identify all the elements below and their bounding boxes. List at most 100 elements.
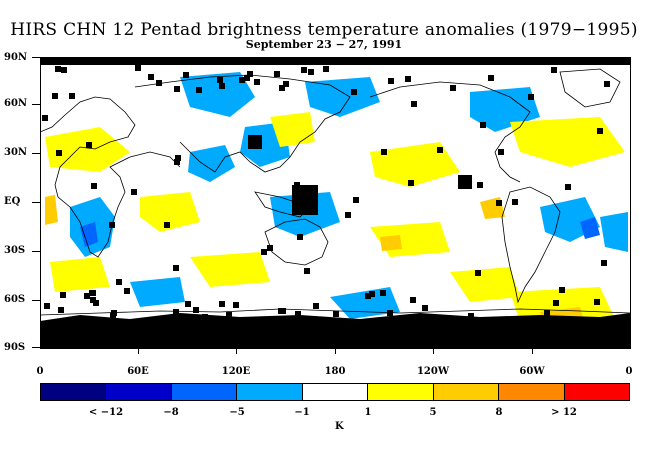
missing-speck <box>42 115 48 121</box>
missing-speck <box>480 122 486 128</box>
lat-label-eq: EQ <box>4 196 21 207</box>
lat-tick <box>32 153 40 154</box>
missing-speck <box>60 292 66 298</box>
missing-speck <box>91 183 97 189</box>
missing-band-north <box>40 57 630 65</box>
anomaly-map-canvas <box>40 57 630 348</box>
missing-speck <box>174 86 180 92</box>
missing-speck <box>52 93 58 99</box>
legend-swatch <box>433 384 500 400</box>
missing-speck <box>174 159 180 165</box>
coastline-greenland <box>559 68 621 108</box>
lat-label-90n: 90N <box>4 52 28 63</box>
missing-speck <box>295 311 301 317</box>
lon-tick <box>335 348 336 354</box>
lat-tick <box>32 347 40 348</box>
anomaly-patch-neg <box>130 277 185 307</box>
missing-data <box>40 57 630 348</box>
missing-band-south <box>40 321 630 348</box>
coastline-asia <box>134 74 351 173</box>
coastline-antarctica <box>40 308 630 316</box>
missing-speck <box>86 142 92 148</box>
legend-swatch <box>564 384 629 400</box>
lon-tick <box>236 348 237 354</box>
legend-swatch <box>171 384 238 400</box>
legend-label: −1 <box>294 407 310 418</box>
lon-tick <box>433 348 434 354</box>
missing-speck <box>175 155 181 161</box>
lat-tick <box>32 300 40 301</box>
legend-label: 8 <box>495 407 503 418</box>
missing-speck <box>388 78 394 84</box>
anomaly-patch-neg <box>188 145 235 182</box>
missing-speck <box>380 290 386 296</box>
missing-speck <box>69 93 75 99</box>
missing-speck <box>410 297 416 303</box>
lat-label-60s: 60S <box>4 294 26 305</box>
legend-label: 1 <box>364 407 372 418</box>
missing-speck <box>437 147 443 153</box>
missing-speck <box>594 299 600 305</box>
missing-speck <box>156 80 162 86</box>
missing-speck <box>323 66 329 72</box>
missing-speck <box>226 312 232 318</box>
missing-speck <box>111 310 117 316</box>
coastline-europe-africa <box>40 96 181 258</box>
legend-label: −8 <box>163 407 179 418</box>
map-title: HIRS CHN 12 Pentad brightness temperatur… <box>10 20 638 40</box>
legend-swatch <box>368 384 434 400</box>
missing-speck <box>333 311 339 317</box>
anomaly-patch-neg <box>470 87 540 132</box>
legend-label: −5 <box>229 407 245 418</box>
missing-speck <box>148 74 154 80</box>
missing-speck <box>551 67 557 73</box>
missing-speck <box>196 87 202 93</box>
anomaly-patch-pos <box>50 257 110 292</box>
legend-label: 5 <box>429 407 437 418</box>
missing-speck <box>477 182 483 188</box>
lat-label-60n: 60N <box>4 98 28 109</box>
anomaly-patch-neg <box>305 77 380 117</box>
anomaly-patch-pos <box>45 127 130 172</box>
lat-tick <box>32 251 40 252</box>
missing-speck <box>267 245 273 251</box>
missing-speck <box>604 81 610 87</box>
missing-speck <box>193 307 199 313</box>
missing-speck <box>405 76 411 82</box>
missing-speck <box>475 270 481 276</box>
missing-speck <box>353 197 359 203</box>
missing-speck <box>381 149 387 155</box>
anomaly-patch-pos <box>190 252 270 287</box>
missing-speck <box>93 300 99 306</box>
missing-speck <box>304 268 310 274</box>
missing-speck <box>217 77 223 83</box>
missing-speck <box>124 288 130 294</box>
legend-swatch <box>499 384 565 400</box>
missing-speck <box>55 66 61 72</box>
missing-speck <box>274 71 280 77</box>
anomaly-patch-pos <box>140 192 200 232</box>
missing-speck <box>202 314 208 320</box>
coastline-north-america <box>369 81 531 183</box>
missing-speck <box>244 75 250 81</box>
missing-speck <box>239 77 245 83</box>
missing-speck <box>173 265 179 271</box>
legend-unit: K <box>335 421 344 432</box>
anomaly-patch-neg <box>580 217 600 239</box>
missing-speck <box>565 184 571 190</box>
anomaly-patch-pos <box>380 235 402 251</box>
missing-speck <box>559 287 565 293</box>
missing-speck <box>280 308 286 314</box>
missing-speck <box>512 199 518 205</box>
lon-label-0-end: 0 <box>625 366 633 377</box>
missing-speck <box>185 301 191 307</box>
anomaly-patch-pos <box>270 112 315 147</box>
missing-speck <box>61 67 67 73</box>
missing-speck <box>544 310 550 316</box>
missing-speck <box>450 85 456 91</box>
missing-cluster <box>248 135 262 149</box>
legend-swatch <box>41 384 107 400</box>
color-legend-bar <box>40 383 630 401</box>
missing-speck <box>488 75 494 81</box>
anomaly-patch-pos <box>450 267 520 302</box>
